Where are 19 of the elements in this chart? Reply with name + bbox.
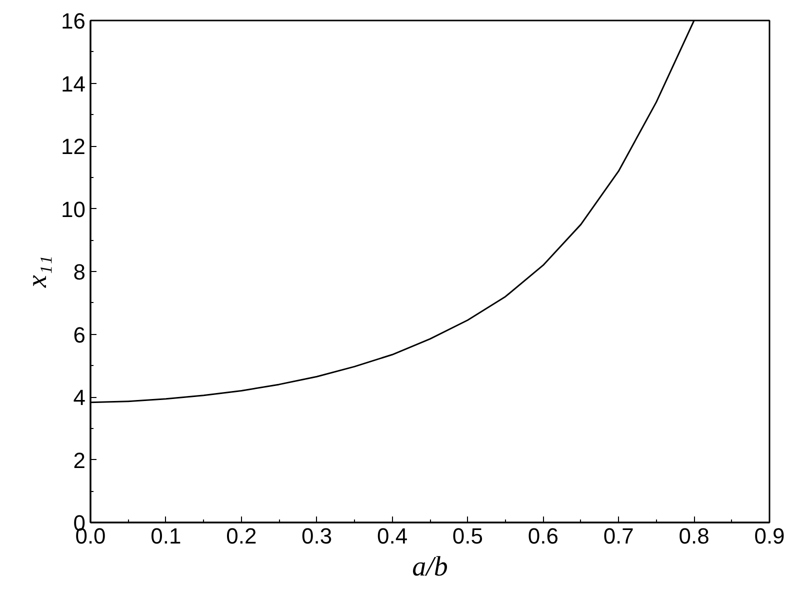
x-tick-label: 0.2 — [226, 524, 257, 548]
y-tick-label: 2 — [73, 448, 86, 473]
y-tick-label: 6 — [73, 322, 86, 348]
y-tick-label: 4 — [73, 385, 86, 410]
y-tick-label: 10 — [61, 196, 86, 222]
x-tick-label: 0.1 — [150, 524, 182, 548]
x-tick-label: 0.3 — [302, 524, 332, 548]
y-tick-label: 12 — [61, 134, 86, 159]
y-tick-label: 16 — [61, 8, 86, 34]
x-tick-label: 0.6 — [528, 524, 558, 548]
y-tick-label: 14 — [61, 71, 86, 96]
x-tick-label: 0.4 — [376, 524, 408, 548]
x-tick-label: 0.9 — [754, 524, 785, 548]
x-tick-label: 0.5 — [452, 524, 484, 548]
y-axis-title: x₁₁ — [22, 256, 54, 288]
x-tick-label: 0.7 — [603, 524, 634, 548]
x-tick-label: 0.8 — [678, 524, 710, 548]
x-axis-title: a/b — [412, 552, 448, 582]
y-tick-label: 8 — [73, 260, 86, 284]
